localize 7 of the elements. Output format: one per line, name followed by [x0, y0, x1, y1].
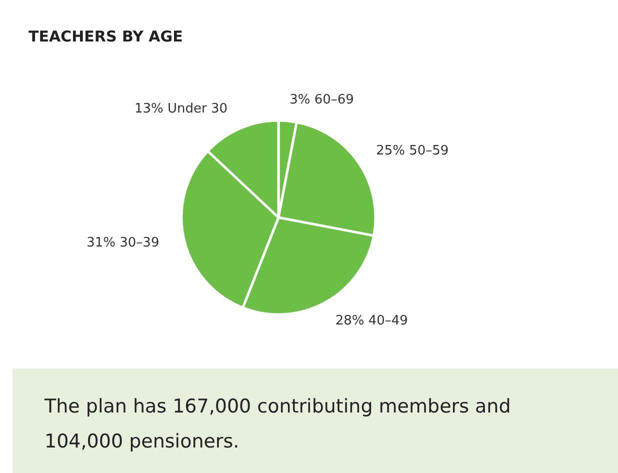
slice-label: 3% 60–69 — [290, 92, 354, 108]
slice-label: 13% Under 30 — [134, 102, 228, 117]
chart-title: TEACHERS BY AGE — [28, 28, 183, 46]
slice-label: 31% 30–39 — [86, 236, 160, 251]
slice-label: 28% 40–49 — [335, 313, 408, 328]
slice-label: 25% 50–59 — [376, 144, 449, 159]
text: The plan has 167,000 contributing members and 104,000 pensioners. — [44, 396, 511, 453]
